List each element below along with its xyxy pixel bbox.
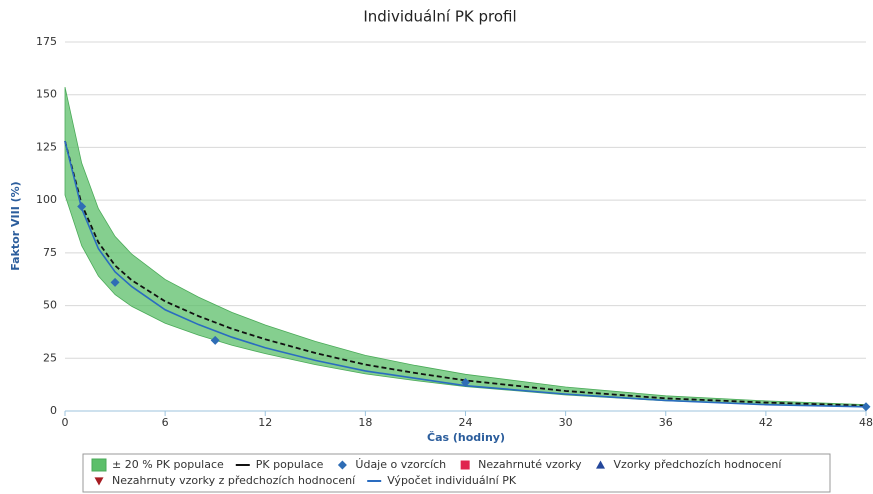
legend-item: Výpočet individuální PK bbox=[367, 474, 517, 487]
marker bbox=[596, 460, 606, 469]
line bbox=[64, 140, 867, 408]
y-tick-label: 75 bbox=[43, 246, 57, 259]
x-tick-label: 12 bbox=[258, 416, 272, 429]
y-tick-label: 0 bbox=[50, 404, 57, 417]
x-tick-label: 48 bbox=[859, 416, 873, 429]
x-tick-label: 18 bbox=[358, 416, 372, 429]
x-tick-label: 30 bbox=[559, 416, 573, 429]
legend-label: Údaje o vzorcích bbox=[355, 458, 446, 471]
marker bbox=[460, 460, 470, 470]
legend-item: ± 20 % PK populace bbox=[91, 458, 224, 472]
legend-box bbox=[82, 453, 831, 493]
legend-item: Údaje o vzorcích bbox=[337, 458, 446, 471]
x-tick-label: 6 bbox=[162, 416, 169, 429]
chart-title: Individuální PK profil bbox=[363, 8, 516, 26]
y-tick-label: 125 bbox=[36, 140, 57, 153]
legend-item: Nezahrnuty vzorky z předchozích hodnocen… bbox=[94, 474, 356, 487]
y-tick-label: 100 bbox=[36, 193, 57, 206]
legend-label: Výpočet individuální PK bbox=[387, 474, 517, 487]
legend-label: ± 20 % PK populace bbox=[112, 458, 224, 471]
legend-swatch bbox=[91, 458, 107, 472]
x-axis-label: Čas (hodiny) bbox=[427, 431, 505, 444]
marker bbox=[110, 277, 120, 287]
legend-item: Vzorky předchozích hodnocení bbox=[596, 458, 782, 471]
y-tick-label: 150 bbox=[36, 88, 57, 101]
marker bbox=[77, 201, 87, 211]
marker bbox=[461, 378, 470, 388]
legend-item: Nezahrnuté vzorky bbox=[460, 458, 582, 471]
legend-label: Nezahrnuty vzorky z předchozích hodnocen… bbox=[112, 474, 356, 487]
x-tick-label: 42 bbox=[759, 416, 773, 429]
x-tick-label: 36 bbox=[659, 416, 673, 429]
x-tick-label: 0 bbox=[62, 416, 69, 429]
legend-label: PK populace bbox=[256, 458, 324, 471]
y-tick-label: 175 bbox=[36, 35, 57, 48]
band bbox=[64, 87, 867, 408]
line bbox=[64, 140, 867, 407]
marker bbox=[210, 335, 220, 345]
x-tick-label: 24 bbox=[459, 416, 473, 429]
marker bbox=[337, 460, 347, 470]
marker bbox=[94, 477, 104, 486]
legend-item: PK populace bbox=[235, 458, 324, 471]
legend-label: Vzorky předchozích hodnocení bbox=[614, 458, 783, 471]
y-tick-label: 50 bbox=[43, 299, 57, 312]
y-axis-label: Faktor VIII (%) bbox=[9, 181, 22, 270]
marker bbox=[861, 402, 871, 412]
legend-label: Nezahrnuté vzorky bbox=[478, 458, 582, 471]
grid bbox=[65, 41, 866, 412]
y-tick-label: 25 bbox=[43, 351, 57, 364]
